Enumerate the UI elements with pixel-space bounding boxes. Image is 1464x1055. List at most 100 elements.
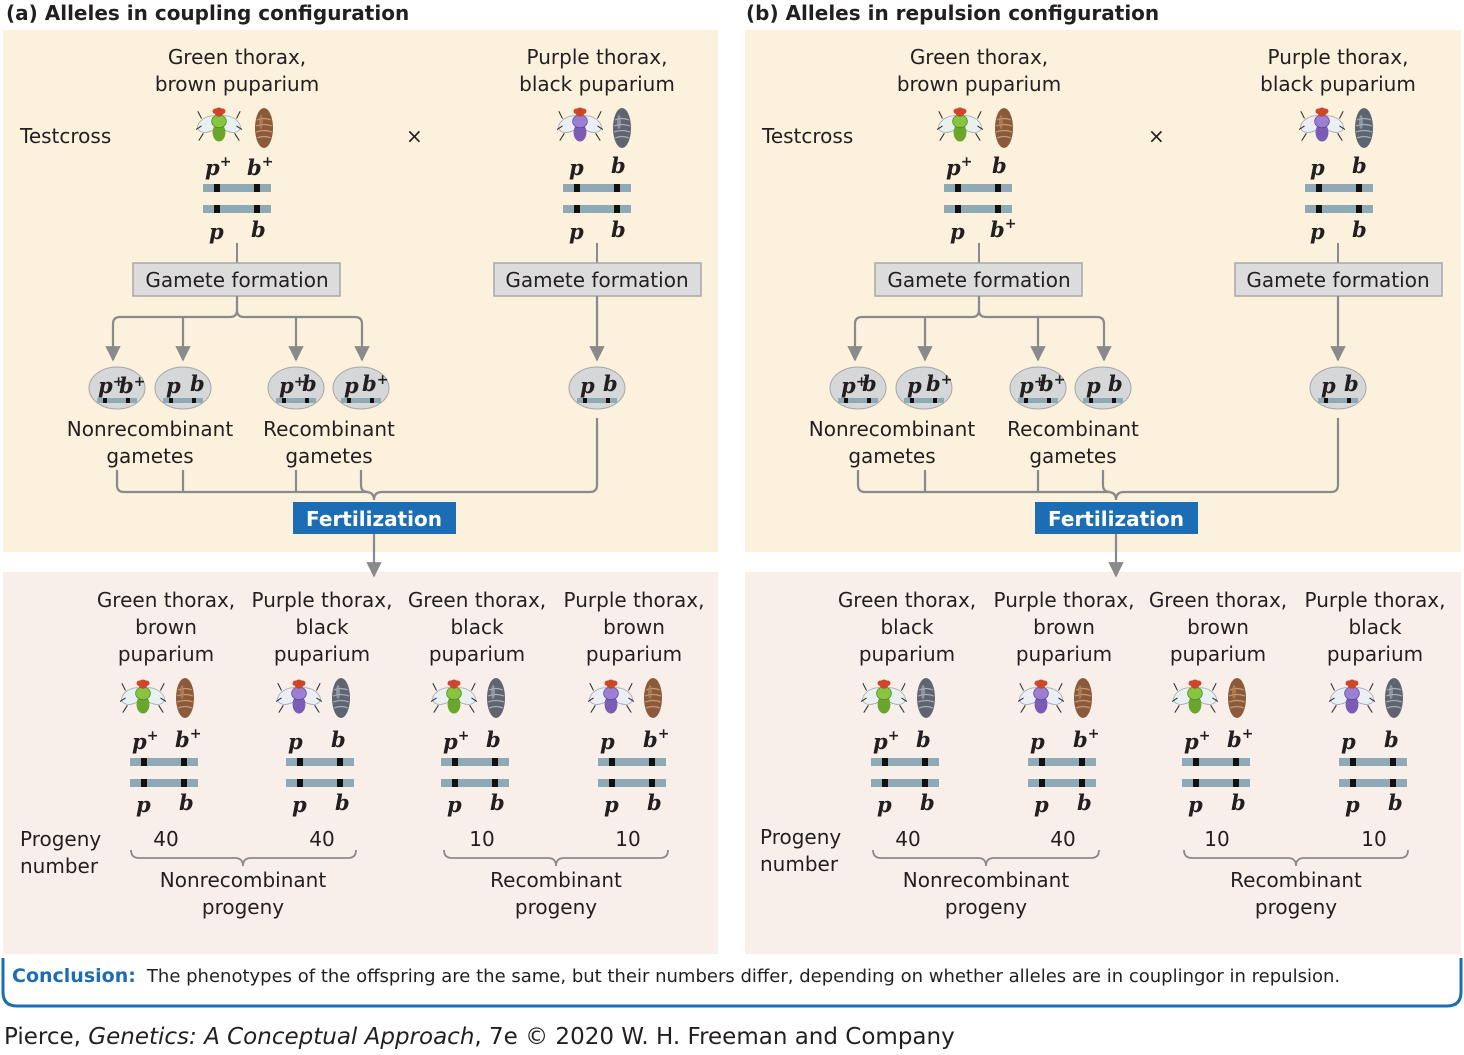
progeny-phenotype-label: puparium xyxy=(1327,642,1423,666)
parent1-phenotype-line2: brown puparium xyxy=(155,72,319,96)
gamete-formation-label: Gamete formation xyxy=(145,268,328,292)
progeny-count: 40 xyxy=(895,827,920,851)
brown-puparium-icon xyxy=(175,677,195,719)
copyright-credit: Pierce, Genetics: A Conceptual Approach,… xyxy=(4,1024,955,1050)
progeny-number-label: Progeny xyxy=(20,827,101,851)
allele: b xyxy=(1388,790,1403,815)
allele: p xyxy=(1030,729,1045,754)
parent2-phenotype-line1: Purple thorax, xyxy=(527,45,668,69)
fertilization-box xyxy=(293,502,456,534)
allele: p xyxy=(907,373,922,398)
allele: b xyxy=(1352,217,1367,242)
fertilization-merge-lines xyxy=(115,418,599,501)
allele: p xyxy=(292,792,307,817)
progeny-phenotype-label: Purple thorax, xyxy=(564,588,705,612)
allele: b xyxy=(862,371,877,396)
gamete: p+ b xyxy=(267,366,325,410)
progeny-count: 10 xyxy=(469,827,494,851)
allele: p xyxy=(1310,219,1325,244)
recombinant-bracket xyxy=(1183,849,1409,867)
allele: b+ xyxy=(362,371,388,396)
gamete: p b+ xyxy=(332,366,390,410)
allele: p xyxy=(166,373,181,398)
recombinant-gametes-label: gametes xyxy=(285,444,372,468)
fertilization-label: Fertilization xyxy=(1048,507,1184,531)
gamete: p b xyxy=(1074,366,1132,410)
progeny-phenotype-label: puparium xyxy=(1016,642,1112,666)
gamete-branch-arrows xyxy=(105,296,605,362)
allele: p+ xyxy=(279,373,305,398)
nonrecombinant-gametes-label: Nonrecombinant xyxy=(67,417,234,441)
allele: b xyxy=(251,217,266,242)
allele: p xyxy=(447,792,462,817)
nonrecombinant-gametes-label: gametes xyxy=(848,444,935,468)
progeny-phenotype-label: puparium xyxy=(859,642,955,666)
allele: b+ xyxy=(1073,726,1099,752)
gamete: p b xyxy=(1309,366,1367,410)
gamete: p b xyxy=(568,366,626,410)
parent1-chromosomes: p+ b+ p b xyxy=(203,154,273,244)
progeny-column: Green thorax, brown puparium p+ b+ p b40 xyxy=(97,588,235,851)
black-puparium-icon xyxy=(1354,107,1374,149)
allele: p xyxy=(1345,792,1360,817)
allele: p+ xyxy=(443,728,469,754)
allele: b+ xyxy=(643,726,669,752)
nonrecombinant-bracket xyxy=(872,849,1100,867)
allele: b+ xyxy=(926,371,952,396)
progeny-phenotype-label: puparium xyxy=(274,642,370,666)
allele: p xyxy=(604,792,619,817)
allele: b xyxy=(920,790,935,815)
allele: p xyxy=(1310,155,1325,180)
gamete-formation-label: Gamete formation xyxy=(505,268,688,292)
cross-symbol: × xyxy=(406,124,423,148)
allele: b+ xyxy=(119,373,145,398)
parent2-chromosomes: p b p b xyxy=(1305,153,1373,244)
progeny-phenotype-label: black xyxy=(450,615,504,639)
allele: b xyxy=(490,790,505,815)
conclusion-label: Conclusion: xyxy=(12,965,136,987)
parent2-phenotype-line2: black puparium xyxy=(519,72,675,96)
allele: b xyxy=(603,371,618,396)
black-puparium-icon xyxy=(612,107,632,149)
allele: p xyxy=(136,792,151,817)
progeny-phenotype-label: black xyxy=(295,615,349,639)
gamete: p b+ xyxy=(895,366,953,410)
allele: b xyxy=(335,790,350,815)
allele: p+ xyxy=(98,373,124,398)
parent1-phenotype-line1: Green thorax, xyxy=(168,45,306,69)
fertilization-label: Fertilization xyxy=(306,507,442,531)
progeny-column: Purple thorax, brown puparium p b+ p b 10 xyxy=(564,588,705,851)
progeny-phenotype-label: black xyxy=(880,615,934,639)
parent2-phenotype-line2: black puparium xyxy=(1260,72,1416,96)
allele: p+ xyxy=(841,373,867,398)
black-puparium-icon xyxy=(486,677,506,719)
allele: b+ xyxy=(175,726,201,752)
allele: b xyxy=(611,217,626,242)
fertilization-box xyxy=(1035,502,1198,534)
nonrecombinant-bracket xyxy=(130,849,357,867)
allele: b xyxy=(486,727,501,752)
recombinant-progeny-label: progeny xyxy=(515,895,597,919)
allele: b xyxy=(190,371,205,396)
gamete: p+ b+ xyxy=(1009,366,1067,410)
allele: p+ xyxy=(946,154,972,180)
gamete-formation-box xyxy=(1234,262,1443,297)
conclusion-text: Conclusion: The phenotypes of the offspr… xyxy=(12,965,1340,987)
allele: p xyxy=(877,792,892,817)
black-puparium-icon xyxy=(1384,677,1404,719)
parent2-phenotype-line1: Purple thorax, xyxy=(1268,45,1409,69)
progeny-phenotype-label: puparium xyxy=(1170,642,1266,666)
brown-puparium-icon xyxy=(1073,677,1093,719)
conclusion-box: Conclusion: The phenotypes of the offspr… xyxy=(1,958,1463,1008)
allele: b xyxy=(1344,371,1359,396)
allele: b xyxy=(331,727,346,752)
panel-coupling: (a) Alleles in coupling configuration Te… xyxy=(3,1,718,954)
allele: b xyxy=(1077,790,1092,815)
fertilization-merge-lines xyxy=(856,418,1340,501)
allele: p+ xyxy=(132,728,158,754)
brown-puparium-icon xyxy=(254,107,274,149)
recombinant-gametes-label: Recombinant xyxy=(1007,417,1139,441)
panel-b-title: (b) Alleles in repulsion configuration xyxy=(746,1,1159,25)
